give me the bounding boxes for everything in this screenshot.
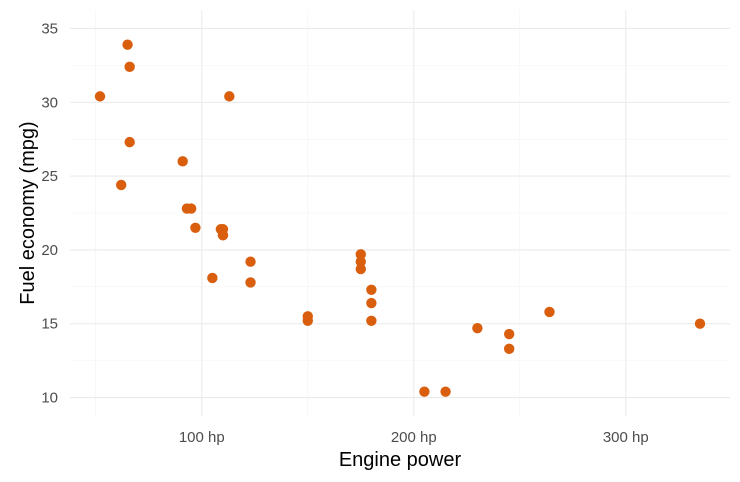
y-axis-title: Fuel economy (mpg)	[17, 121, 39, 304]
y-axis-tick-labels: 10 15 20 25 30 35	[41, 20, 58, 406]
data-point	[302, 315, 313, 326]
data-point	[190, 222, 201, 233]
data-point	[245, 256, 256, 267]
data-point	[215, 224, 227, 235]
data-point	[207, 272, 218, 284]
data-point	[366, 297, 377, 309]
data-point	[94, 91, 106, 102]
data-point	[419, 386, 430, 397]
data-point	[440, 386, 451, 397]
data-point	[185, 203, 197, 214]
data-point	[355, 249, 366, 260]
x-axis-tick-labels: 100 hp 200 hp 300 hp	[179, 429, 649, 446]
data-point	[116, 179, 127, 191]
x-axis-title: Engine power	[339, 449, 462, 471]
y-tick-label: 10	[41, 390, 58, 407]
data-point	[366, 315, 377, 326]
data-point	[177, 156, 188, 167]
data-points	[94, 39, 706, 397]
x-tick-label: 200 hp	[391, 429, 437, 446]
y-tick-label: 20	[41, 242, 58, 259]
y-tick-label: 35	[41, 20, 58, 37]
y-tick-label: 25	[41, 168, 58, 185]
data-point	[503, 328, 515, 340]
data-point	[366, 284, 377, 295]
data-point	[124, 61, 135, 73]
major-gridlines	[70, 10, 730, 416]
data-point	[122, 39, 133, 50]
data-point	[503, 343, 515, 355]
data-point	[355, 256, 366, 267]
data-point	[544, 306, 555, 318]
minor-gridlines	[70, 10, 730, 416]
y-tick-label: 15	[41, 316, 58, 333]
data-point	[355, 263, 366, 275]
x-tick-label: 100 hp	[179, 429, 225, 446]
data-point	[224, 91, 235, 102]
x-tick-label: 300 hp	[603, 429, 649, 446]
data-point	[245, 277, 256, 288]
data-point	[472, 322, 483, 334]
y-tick-label: 30	[41, 94, 58, 111]
data-point	[694, 318, 706, 329]
data-point	[124, 136, 135, 148]
